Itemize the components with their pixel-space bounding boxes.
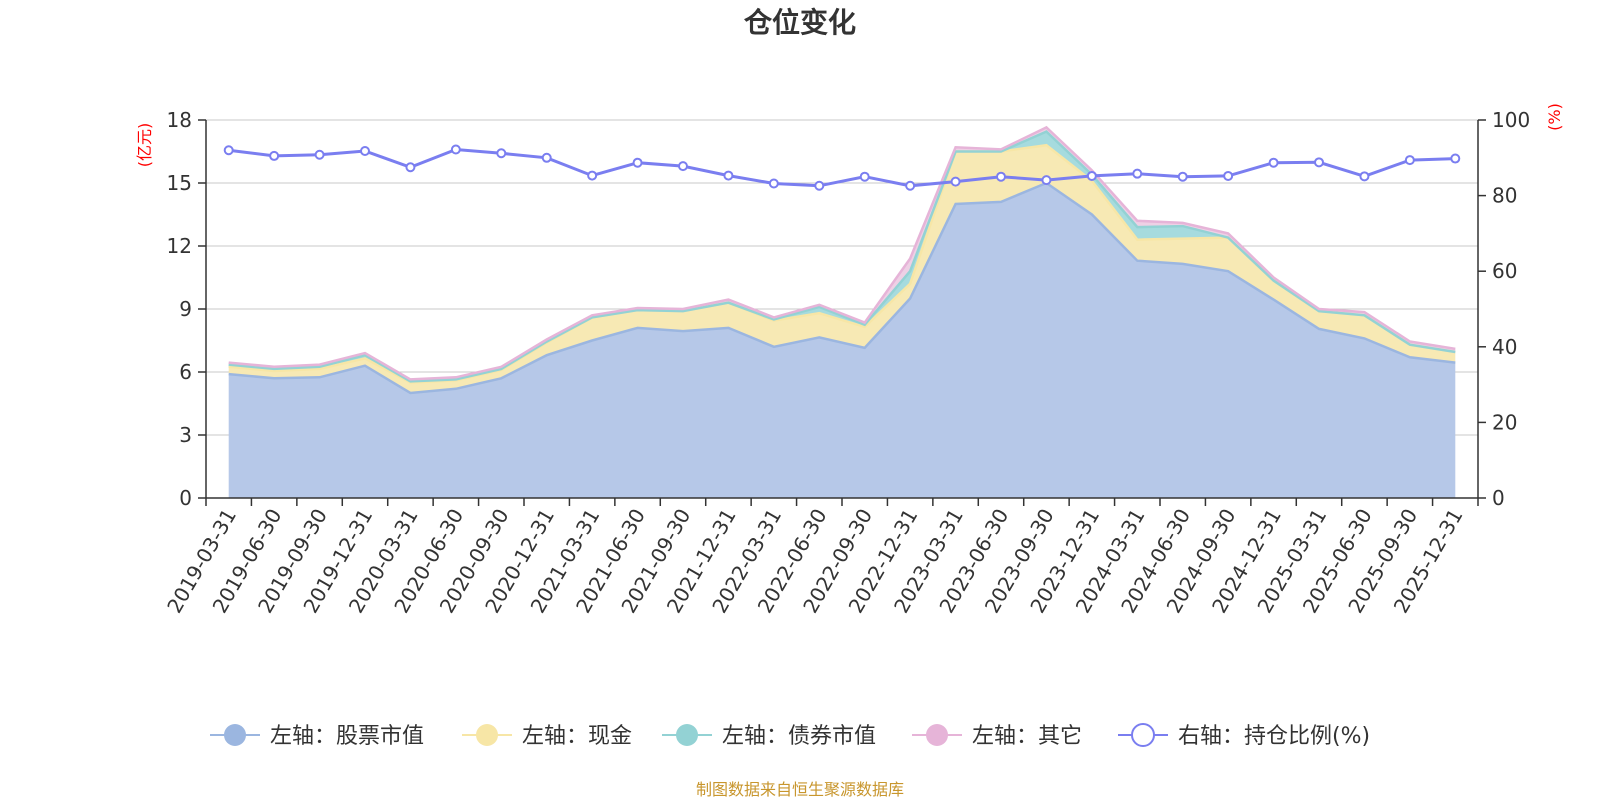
ratio-point xyxy=(814,180,825,191)
ratio-point xyxy=(1268,157,1279,168)
ratio-point xyxy=(223,145,234,156)
right-axis-tick-label: 100 xyxy=(1492,108,1530,132)
left-axis-unit: (亿元) xyxy=(135,123,154,168)
line-左轴：债券市值 xyxy=(228,130,1456,383)
ratio-point xyxy=(950,176,961,187)
legend-label: 左轴：其它 xyxy=(972,724,1082,749)
ratio-point xyxy=(269,150,280,161)
ratio-point xyxy=(1177,171,1188,182)
right-axis-tick-label: 60 xyxy=(1492,259,1517,283)
line-左轴：股票市值 xyxy=(228,181,1456,395)
legend-label: 左轴：现金 xyxy=(522,724,632,749)
right-axis-tick-label: 20 xyxy=(1492,410,1517,434)
ratio-point xyxy=(1041,175,1052,186)
ratio-point xyxy=(768,178,779,189)
right-axis-tick-label: 0 xyxy=(1492,486,1505,510)
ratio-point xyxy=(1223,170,1234,181)
legend-marker xyxy=(224,724,246,746)
legend-label: 左轴：债券市值 xyxy=(722,724,876,749)
ratio-point xyxy=(1132,168,1143,179)
ratio-point xyxy=(996,171,1006,182)
chart-title: 仓位变化 xyxy=(744,6,856,39)
ratio-point xyxy=(1086,170,1097,181)
legend-label: 右轴：持仓比例(%) xyxy=(1178,724,1370,749)
ratio-point xyxy=(678,161,688,172)
left-axis-tick-label: 3 xyxy=(179,423,192,447)
legend-marker xyxy=(1131,723,1155,747)
data-source-note: 制图数据来自恒生聚源数据库 xyxy=(696,780,904,799)
ratio-point xyxy=(360,145,370,156)
left-axis-tick-label: 0 xyxy=(179,486,192,510)
right-axis-unit: (%) xyxy=(1545,103,1564,131)
ratio-point xyxy=(405,162,416,173)
ratio-point xyxy=(496,148,507,159)
ratio-point xyxy=(723,170,734,181)
left-axis-tick-label: 18 xyxy=(167,108,192,132)
ratio-point xyxy=(1404,155,1415,166)
ratio-point xyxy=(905,180,916,191)
left-axis-tick-label: 15 xyxy=(167,171,192,195)
legend-marker xyxy=(676,724,698,746)
ratio-point xyxy=(1359,171,1370,182)
legend-label: 左轴：股票市值 xyxy=(270,724,424,749)
right-axis-tick-label: 80 xyxy=(1492,184,1517,208)
left-axis-tick-label: 6 xyxy=(179,360,192,384)
ratio-point xyxy=(314,149,325,160)
series-lines xyxy=(223,125,1461,395)
line-右轴：持仓比例(%) xyxy=(228,147,1456,188)
legend-marker xyxy=(926,724,948,746)
left-axis-tick-label: 9 xyxy=(179,297,192,321)
legend-marker xyxy=(476,724,498,746)
line-左轴：其它 xyxy=(228,125,1456,381)
ratio-point xyxy=(587,170,598,181)
ratio-point xyxy=(859,171,870,182)
ratio-point xyxy=(541,152,552,163)
right-axis-tick-label: 40 xyxy=(1492,335,1517,359)
left-axis-tick-label: 12 xyxy=(167,234,192,258)
ratio-point xyxy=(632,157,643,168)
ratio-point xyxy=(1314,157,1324,168)
ratio-point xyxy=(1450,153,1461,164)
ratio-point xyxy=(450,144,461,155)
legend: 左轴：股票市值 左轴：现金 左轴：债券市值 左轴：其它 右轴：持仓比例(%) xyxy=(210,723,1370,749)
